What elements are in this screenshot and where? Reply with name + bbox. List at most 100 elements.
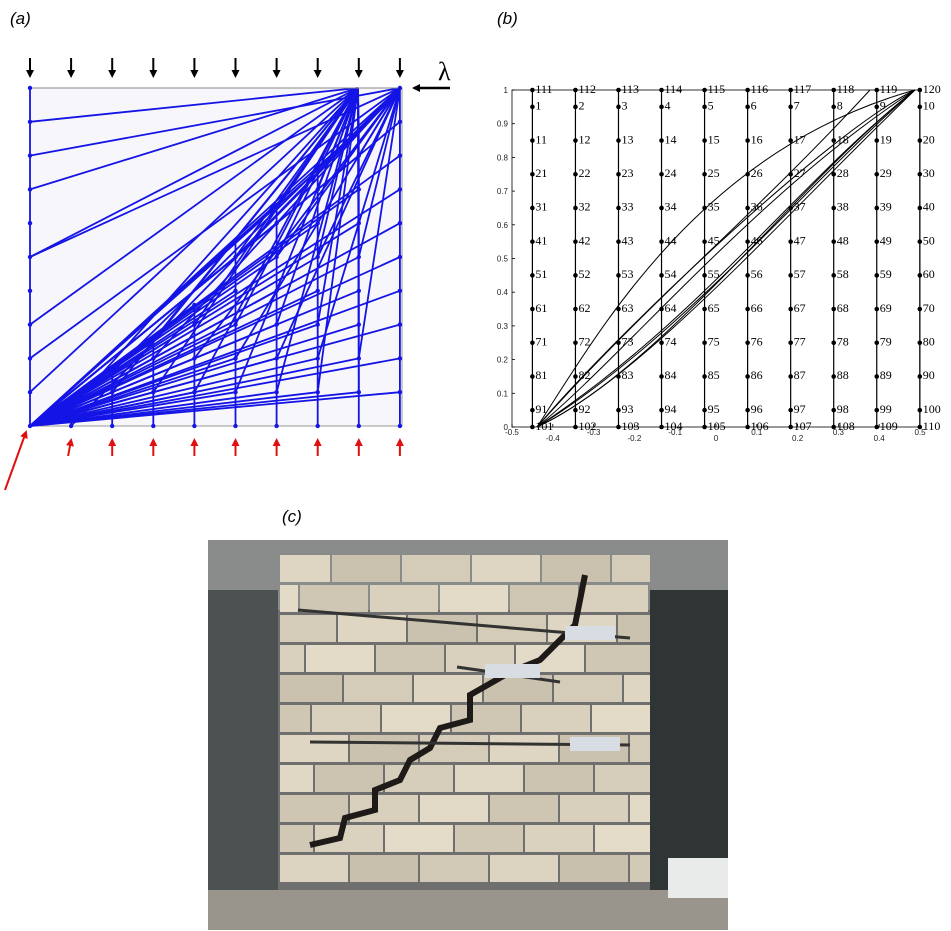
node-label: 108 (837, 419, 855, 433)
node (616, 239, 621, 244)
truss-node (27, 322, 33, 327)
x-tick-label: 0.5 (914, 428, 926, 437)
panel-label: (a) (10, 9, 31, 28)
node-label: 93 (621, 402, 633, 416)
truss-node (233, 356, 238, 361)
x-tick-label: 0.3 (833, 428, 845, 437)
truss-node (356, 127, 361, 133)
photo-background (208, 590, 278, 890)
node (745, 138, 750, 143)
node (702, 273, 707, 278)
node-label: 30 (923, 166, 935, 180)
node (530, 138, 535, 143)
truss-node (397, 221, 403, 226)
crack (309, 574, 588, 848)
node-label: 10 (923, 99, 935, 113)
node (874, 104, 880, 110)
node (530, 424, 535, 430)
node (530, 340, 535, 346)
brick (312, 705, 380, 732)
node-label: 33 (621, 200, 633, 214)
brick (280, 645, 304, 672)
node (573, 104, 578, 110)
truss-member (29, 87, 401, 157)
node (745, 104, 750, 110)
truss-node (315, 221, 320, 226)
node-label: 27 (794, 166, 806, 180)
node (874, 340, 880, 346)
node (874, 306, 880, 312)
brick (350, 795, 418, 822)
brick (595, 825, 650, 852)
node (530, 171, 535, 177)
truss-member (193, 87, 359, 393)
truss-member (275, 87, 359, 393)
node-label: 8 (837, 99, 843, 113)
node-label: 19 (880, 132, 892, 146)
node-label: 2 (578, 99, 584, 113)
node (573, 374, 578, 379)
brick (420, 795, 488, 822)
node-label: 96 (751, 402, 763, 416)
truss-node (315, 254, 320, 260)
node-label: 104 (665, 419, 683, 433)
node-label: 1 (535, 99, 541, 113)
node-label: 20 (923, 132, 935, 146)
node (788, 407, 793, 413)
brick (525, 825, 593, 852)
node-label: 115 (708, 82, 726, 96)
brick (385, 825, 453, 852)
node-label: 72 (578, 335, 590, 349)
y-tick-label: 0.9 (497, 120, 509, 129)
truss-node (27, 221, 33, 226)
truss-node (356, 423, 361, 429)
node (659, 374, 664, 379)
equipment (668, 858, 728, 898)
node-label: 16 (751, 132, 763, 146)
node-label: 111 (535, 82, 552, 96)
node (616, 205, 621, 211)
node-label: 40 (923, 200, 935, 214)
node-label: 51 (535, 267, 547, 281)
node-label: 120 (923, 82, 941, 96)
truss-node (151, 337, 156, 343)
truss-node (397, 390, 403, 395)
node-label: 90 (923, 368, 935, 382)
node-label: 25 (708, 166, 720, 180)
truss-member (357, 87, 401, 359)
truss-member (29, 256, 360, 427)
truss-member (357, 87, 360, 131)
node (702, 87, 707, 93)
node (831, 340, 837, 346)
node (659, 340, 664, 346)
truss-member (275, 87, 359, 206)
node (917, 171, 923, 177)
truss-node (356, 153, 361, 158)
node-label: 67 (794, 301, 806, 315)
node-label: 47 (794, 233, 806, 247)
photo-floor (208, 890, 728, 930)
node (659, 138, 664, 143)
y-tick-label: 0.3 (497, 322, 509, 331)
node (702, 171, 707, 177)
node-label: 34 (665, 200, 677, 214)
node-label: 6 (751, 99, 757, 113)
truss-member (29, 188, 401, 427)
node (702, 138, 707, 143)
node (831, 171, 837, 177)
node (745, 306, 750, 312)
truss-member (29, 323, 401, 427)
node (530, 205, 535, 211)
node (788, 374, 793, 379)
truss-node (27, 423, 33, 429)
brick (630, 855, 650, 882)
node (702, 205, 707, 211)
brick (350, 735, 418, 762)
brick (376, 645, 444, 672)
node (788, 424, 793, 430)
truss-node (68, 405, 74, 411)
brick (525, 765, 593, 792)
node-label: 3 (621, 99, 627, 113)
node (917, 104, 923, 110)
node (831, 104, 837, 110)
